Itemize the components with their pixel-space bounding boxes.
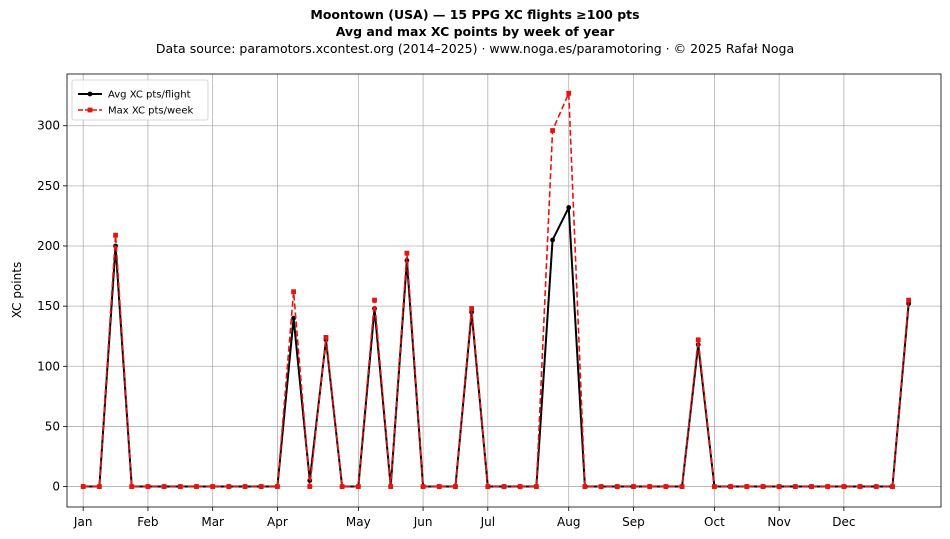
plot-area: [67, 74, 941, 507]
max-data-point: [339, 484, 345, 489]
max-data-point: [210, 484, 216, 489]
legend-label-max: Max XC pts/week: [108, 106, 193, 117]
title-block: Moontown (USA) — 15 PPG XC flights ≥100 …: [0, 6, 950, 57]
max-data-point: [792, 484, 798, 489]
max-data-point: [582, 484, 588, 489]
max-data-point: [857, 484, 863, 489]
max-data-point: [906, 297, 912, 303]
max-data-point: [113, 232, 118, 238]
legend-label-avg: Avg XC pts/flight: [108, 90, 191, 101]
x-tick-label: Apr: [267, 515, 288, 529]
x-tick-label: Sep: [622, 515, 645, 529]
legend-box: [71, 79, 209, 121]
series-max: [80, 90, 912, 489]
max-data-point: [533, 484, 539, 489]
max-series-line: [83, 92, 910, 488]
max-data-point: [275, 484, 280, 489]
y-tick-label: 300: [37, 119, 60, 133]
y-tick-label: 50: [45, 419, 60, 433]
legend-marker-avg: [87, 91, 93, 97]
max-data-point: [469, 306, 475, 311]
axes: Jan Feb Mar Apr May Jun Jul Aug Sep Oct Nov Dec 0 50 1…: [37, 73, 942, 529]
avg-data-point: [566, 205, 572, 210]
x-tick-label: Dec: [832, 515, 855, 529]
max-data-point: [307, 484, 313, 489]
max-data-point: [372, 297, 377, 303]
max-data-point: [598, 484, 604, 489]
y-tick-label: 0: [52, 480, 60, 494]
max-data-point: [695, 337, 701, 343]
x-tick-label: Jul: [480, 515, 495, 529]
avg-data-point: [291, 315, 296, 321]
x-tick-label: Jan: [73, 515, 93, 529]
max-data-point: [194, 484, 199, 489]
max-data-point: [712, 484, 717, 489]
max-data-point: [809, 484, 814, 489]
x-tick-label: May: [346, 515, 371, 529]
avg-data-point: [550, 237, 555, 243]
max-data-point: [453, 484, 458, 489]
max-data-point: [550, 128, 555, 133]
max-data-point: [404, 250, 410, 256]
max-data-point: [323, 335, 329, 340]
y-tick-label: 150: [37, 299, 60, 313]
x-tick-label: Jun: [413, 515, 433, 529]
legend-marker-max: [87, 107, 93, 113]
max-data-point: [825, 484, 831, 489]
max-data-point: [566, 90, 572, 96]
legend: Avg XC pts/flight Max XC pts/week: [71, 79, 209, 121]
y-tick-label: 100: [37, 359, 60, 373]
max-data-point: [890, 484, 895, 489]
x-tick-label: Nov: [767, 515, 790, 529]
max-data-point: [760, 484, 766, 489]
max-data-point: [388, 484, 394, 489]
max-data-point: [420, 484, 426, 489]
plot-frame: [66, 73, 942, 508]
max-data-point: [355, 484, 361, 489]
max-data-point: [177, 484, 183, 489]
max-data-point: [631, 484, 636, 489]
max-data-point: [161, 484, 167, 489]
max-data-point: [776, 484, 782, 489]
max-data-point: [80, 484, 86, 489]
max-data-point: [841, 484, 847, 489]
y-axis-label: XC points: [10, 262, 24, 318]
max-data-point: [647, 484, 653, 489]
max-data-point: [258, 484, 264, 489]
max-data-point: [663, 484, 669, 489]
chart-title: Moontown (USA) — 15 PPG XC flights ≥100 …: [310, 7, 640, 22]
max-data-point: [679, 484, 685, 489]
x-tick-label: Aug: [557, 515, 580, 529]
y-tick-label: 250: [37, 179, 60, 193]
x-tick-label: Feb: [137, 515, 158, 529]
max-data-point: [744, 484, 750, 489]
max-data-point: [226, 484, 232, 489]
max-data-point: [291, 289, 296, 295]
chart-subtitle: Avg and max XC points by week of year: [335, 24, 615, 39]
max-data-point: [614, 484, 620, 489]
max-data-point: [728, 484, 733, 489]
data-source-note: Data source: paramotors.xcontest.org (20…: [155, 41, 795, 56]
max-data-point: [485, 484, 491, 489]
max-data-point: [129, 484, 135, 489]
max-data-point: [436, 484, 442, 489]
max-data-point: [242, 484, 248, 489]
max-data-point: [145, 484, 151, 489]
x-tick-label: Oct: [704, 515, 725, 529]
max-data-point: [517, 484, 523, 489]
max-data-point: [501, 484, 507, 489]
x-tick-label: Mar: [201, 515, 224, 529]
series-layer: [80, 90, 912, 489]
max-data-point: [873, 484, 879, 489]
max-data-point: [96, 484, 102, 489]
y-tick-label: 200: [37, 239, 60, 253]
